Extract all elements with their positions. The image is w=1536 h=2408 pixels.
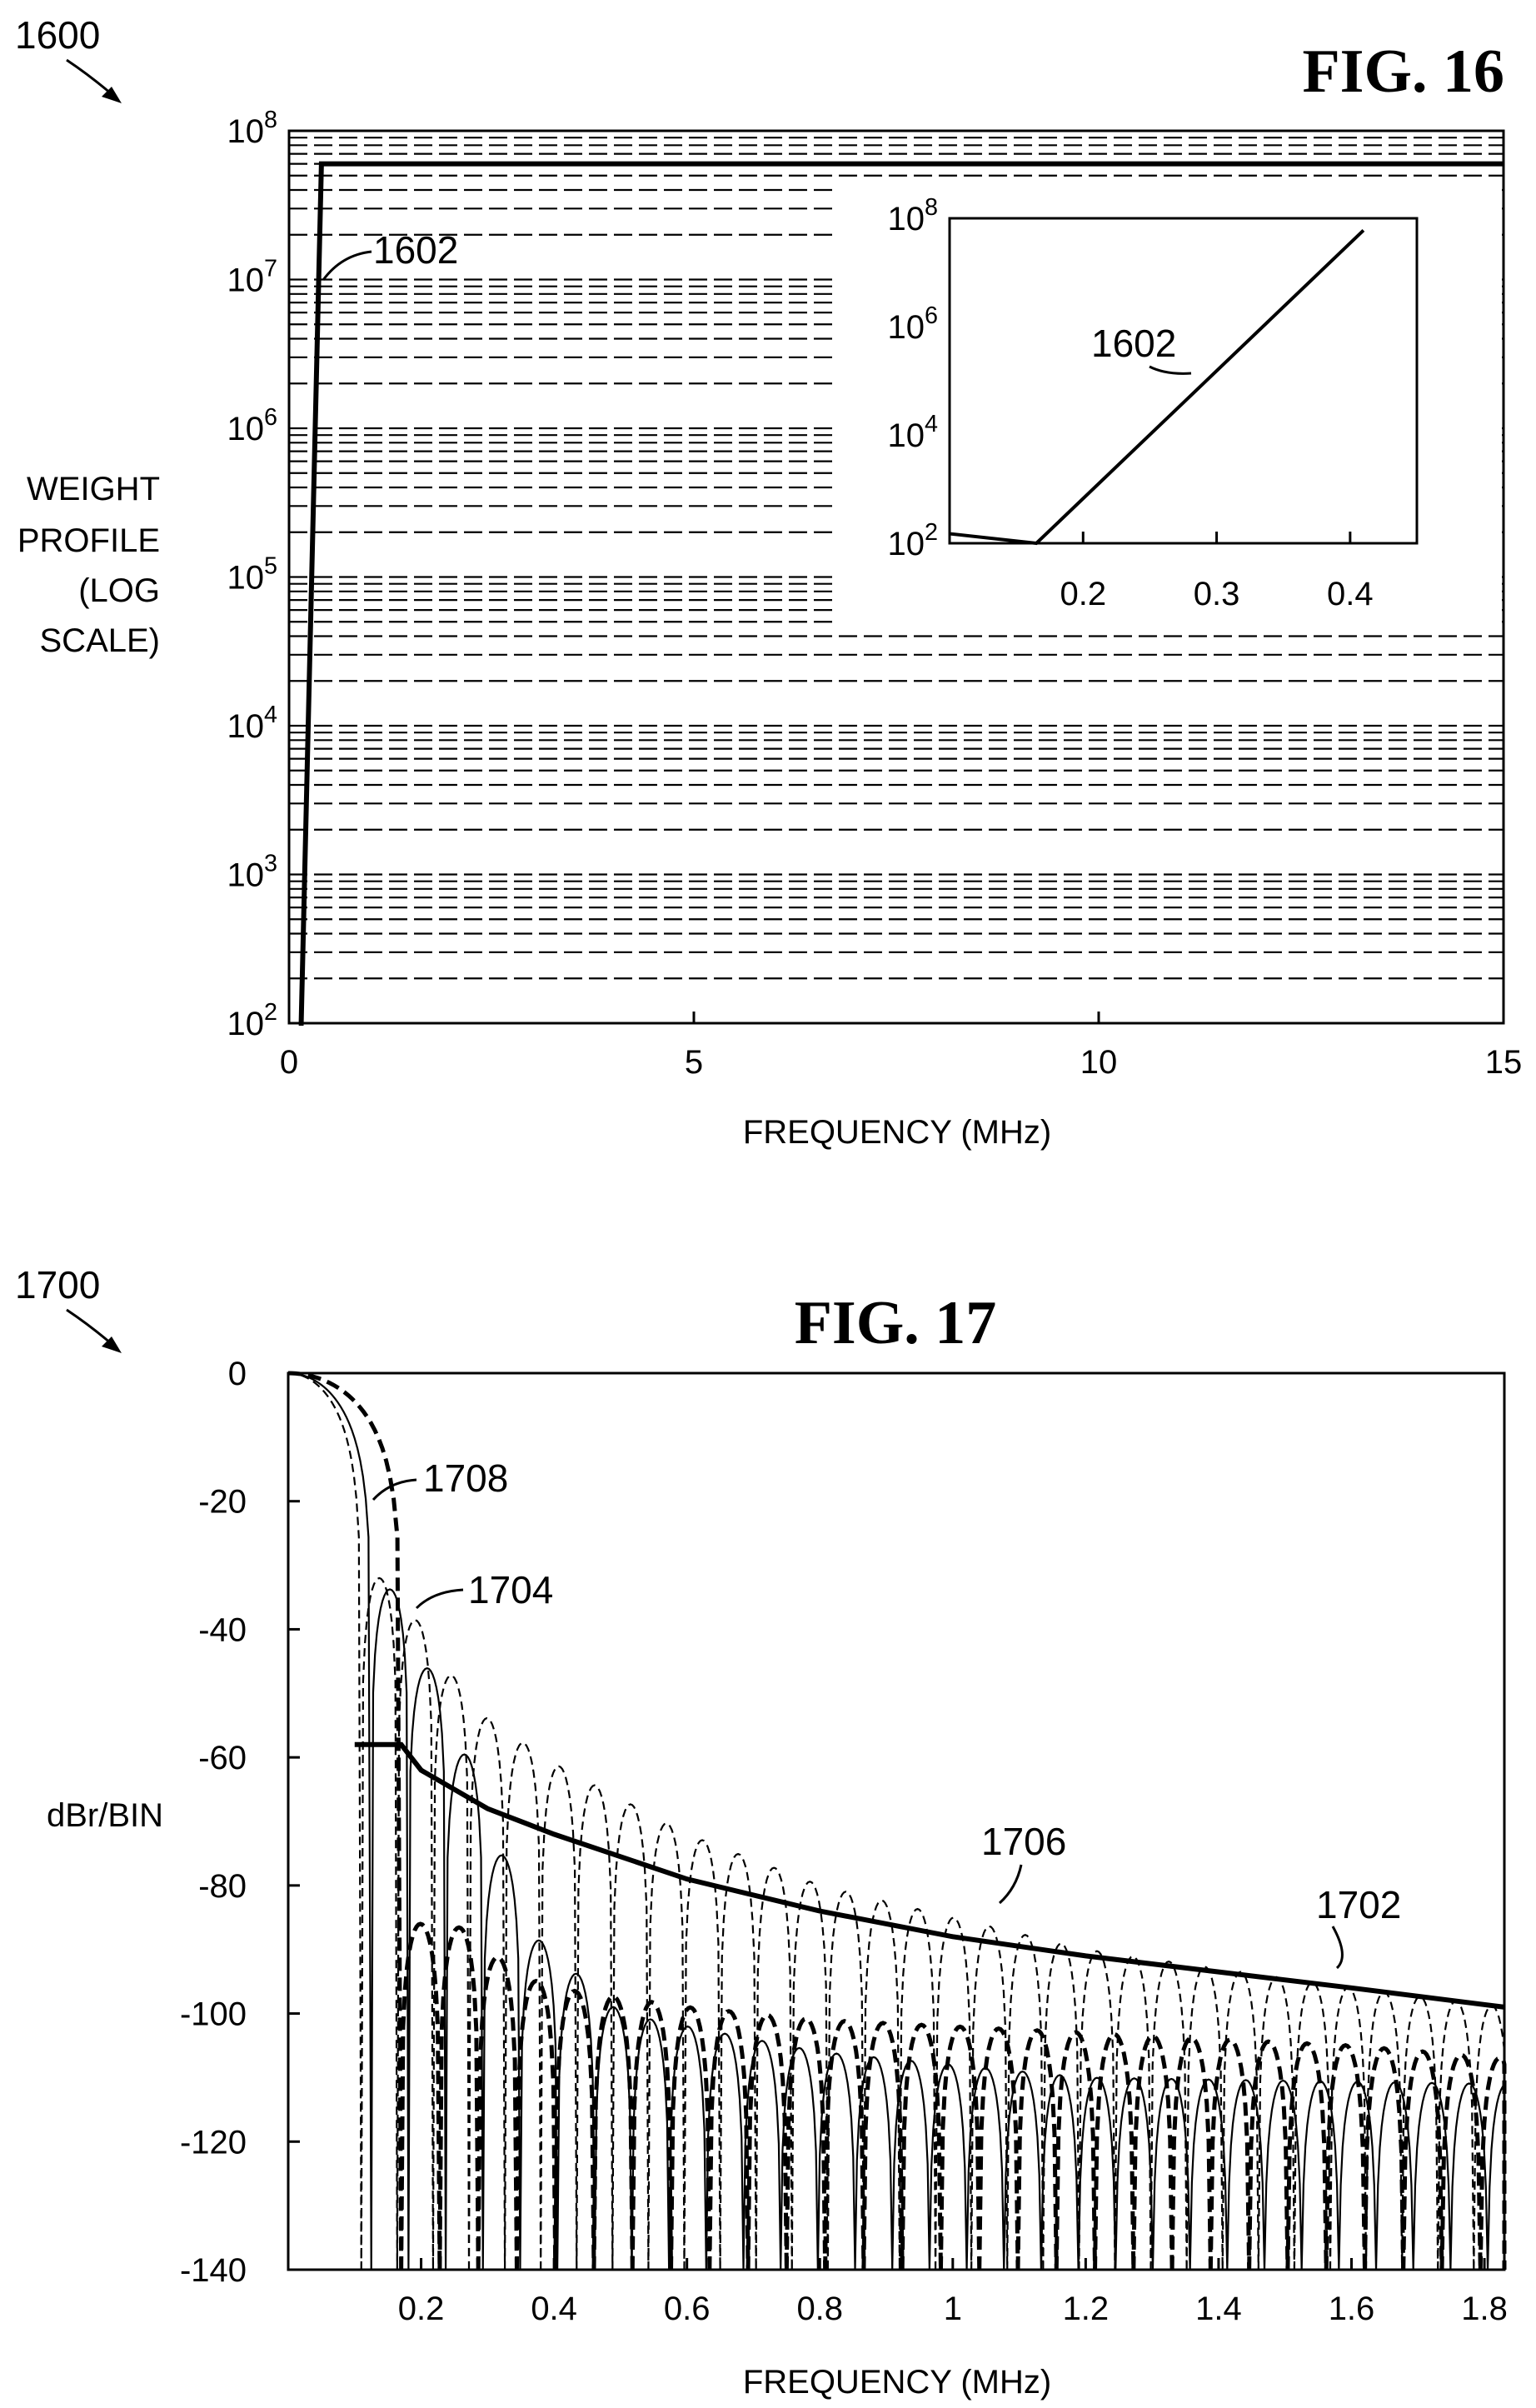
fig17-x-tick-label: 0.8 <box>796 2291 843 2327</box>
fig17-series-line <box>287 1371 1507 2271</box>
fig16-y-axis-title-line: WEIGHT <box>27 471 160 507</box>
fig17-reference-arrowhead <box>102 1336 122 1353</box>
fig16-y-axis-title: WEIGHT PROFILE (LOG SCALE) <box>17 471 160 659</box>
fig17-leader-1702 <box>1331 1926 1344 1970</box>
fig16-inset-x-tick-label: 0.3 <box>1194 576 1240 612</box>
fig16-y-tick-label: 103 <box>227 851 277 894</box>
fig17-leader-1704 <box>415 1588 464 1610</box>
fig17-y-axis: 0 -20 -40 -60 -80 -100 -120 -140 <box>180 1356 300 2289</box>
fig16-inset-x-axis: 0.2 0.3 0.4 <box>1048 532 1385 612</box>
fig16-x-axis: 0 5 10 15 <box>280 1012 1522 1081</box>
fig16-inset-series-leader <box>1149 365 1192 375</box>
fig17-series-label-1706: 1706 <box>981 1820 1066 1863</box>
fig16-inset-y-tick-label: 108 <box>887 194 938 237</box>
fig16-y-tick-label: 102 <box>227 999 277 1042</box>
fig16-inset-x-tick-background <box>1048 572 1119 610</box>
fig16-y-tick-label: 108 <box>227 107 277 150</box>
fig16-series-leader <box>322 250 372 281</box>
fig16-series-layer <box>298 161 1504 1026</box>
fig17-y-tick-label: -100 <box>180 1996 247 2033</box>
fig16-inset-x-tick-label: 0.4 <box>1327 576 1374 612</box>
fig16-inset-frame <box>948 217 1419 545</box>
fig16-series-label: 1602 <box>373 228 458 272</box>
fig16-inset-x-tick-background <box>1314 572 1385 610</box>
fig16-inset-x-tick-background <box>1181 572 1252 610</box>
fig17-chart: 1700 FIG. 17 0 -20 -40 -60 -80 -100 -120 -140 0… <box>15 1263 1508 2401</box>
fig16-y-tick-label: 104 <box>227 702 277 745</box>
fig17-x-tick-label: 1.6 <box>1329 2291 1375 2327</box>
fig17-reference-number: 1700 <box>15 1263 100 1306</box>
fig16-inset-x-tick-label: 0.2 <box>1060 576 1106 612</box>
fig17-series-label-1704: 1704 <box>468 1568 553 1611</box>
fig17-y-tick-label: -80 <box>198 1868 247 1905</box>
fig16-inset-background <box>835 179 1502 625</box>
fig17-y-tick-label: -40 <box>198 1611 247 1648</box>
fig16-reference-number: 1600 <box>15 13 100 57</box>
fig17-x-axis: 0.2 0.4 0.6 0.8 1 1.2 1.4 1.6 1.8 <box>398 2258 1508 2327</box>
fig16-y-tick-label: 106 <box>227 404 277 447</box>
fig16-reference-arrowhead <box>102 87 122 103</box>
fig16-y-tick-label: 105 <box>227 553 277 597</box>
fig17-x-tick-label: 1.4 <box>1195 2291 1242 2327</box>
fig16-x-axis-title: FREQUENCY (MHz) <box>743 1114 1051 1151</box>
fig16-y-axis: 102 103 104 105 106 107 108 <box>227 107 277 1042</box>
fig17-x-axis-title: FREQUENCY (MHz) <box>743 2364 1051 2401</box>
fig16-inset-series-line <box>949 228 1365 546</box>
fig16-plot-frame <box>287 129 1505 1025</box>
fig16-inset-y-tick-label: 106 <box>887 302 938 346</box>
fig16-inset-y-tick-label: 104 <box>887 411 938 454</box>
fig16-x-tick-label: 15 <box>1485 1044 1523 1081</box>
fig16-inset-y-tick-label: 102 <box>887 519 938 562</box>
fig16-x-tick-label: 10 <box>1080 1044 1118 1081</box>
fig17-y-tick-label: 0 <box>228 1356 247 1392</box>
fig17-x-tick-label: 1.8 <box>1461 2291 1508 2327</box>
fig17-x-tick-label: 0.6 <box>664 2291 711 2327</box>
fig17-y-tick-label: -120 <box>180 2124 247 2161</box>
fig17-leader-1706 <box>998 1864 1023 1905</box>
fig17-series-layer <box>287 1371 1507 2271</box>
fig17-y-tick-label: -60 <box>198 1740 247 1776</box>
fig16-inset-series-layer <box>949 228 1365 546</box>
fig16-y-tick-label: 107 <box>227 256 277 299</box>
fig16-title: FIG. 16 <box>1302 37 1504 106</box>
fig17-series-label-1708: 1708 <box>423 1456 508 1500</box>
fig17-y-axis-title: dBr/BIN <box>47 1797 163 1834</box>
fig17-x-tick-label: 1 <box>944 2291 962 2327</box>
fig17-title: FIG. 17 <box>795 1289 997 1357</box>
fig16-y-axis-title-line: (LOG <box>78 572 160 609</box>
fig17-series-label-1702: 1702 <box>1316 1883 1401 1926</box>
fig16-chart: 1600 FIG. 16 102 103 104 105 106 107 108 0 5 10 1… <box>15 13 1522 1151</box>
fig16-inset-y-axis: 102 104 106 108 <box>887 194 938 562</box>
fig17-series-line <box>354 1741 1505 2010</box>
fig16-inset-series-label: 1602 <box>1091 322 1176 365</box>
fig16-y-axis-title-line: SCALE) <box>40 622 161 659</box>
fig16-x-tick-label: 5 <box>685 1044 703 1081</box>
fig17-leader-1708 <box>372 1478 417 1501</box>
fig17-y-tick-label: -20 <box>198 1484 247 1521</box>
fig17-y-tick-label: -140 <box>180 2252 247 2289</box>
fig17-x-tick-label: 0.2 <box>398 2291 445 2327</box>
fig16-y-axis-title-line: PROFILE <box>17 522 160 559</box>
fig16-x-tick-label: 0 <box>280 1044 298 1081</box>
fig16-series-line <box>298 161 1504 1026</box>
fig17-x-tick-label: 1.2 <box>1063 2291 1110 2327</box>
fig17-x-tick-label: 0.4 <box>531 2291 577 2327</box>
fig17-plot-frame <box>287 1371 1506 2271</box>
